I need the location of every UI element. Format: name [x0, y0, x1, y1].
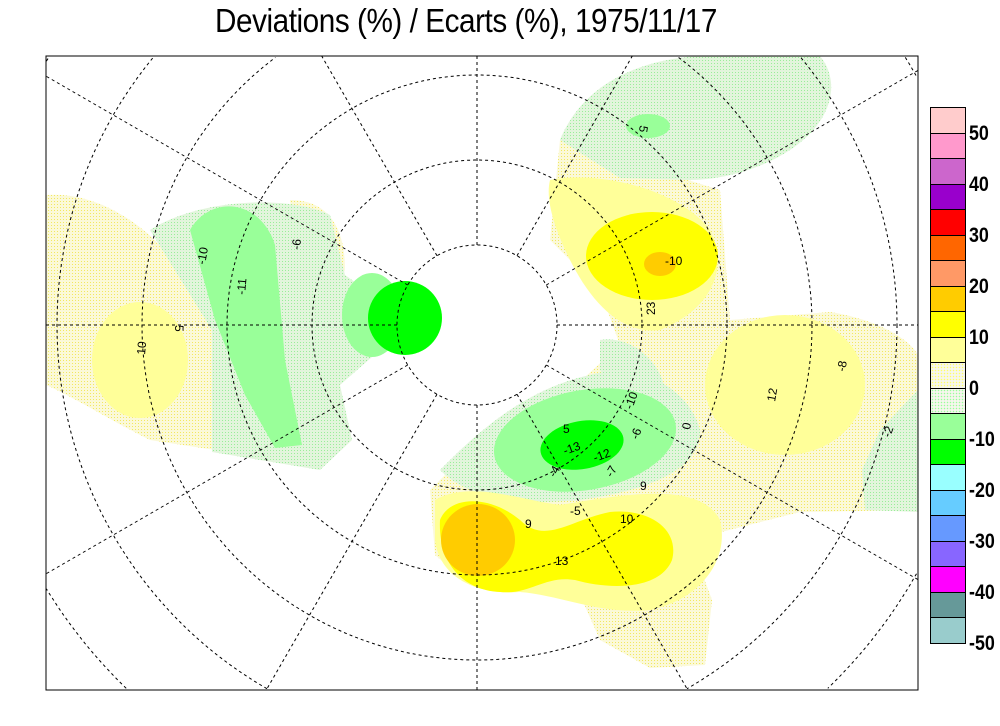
- latitude-circle: [141, 57, 813, 661]
- contour-label: 5: [172, 325, 186, 332]
- legend-swatch: [931, 516, 965, 542]
- legend-swatch: [931, 159, 965, 185]
- map-title: Deviations (%) / Ecarts (%), 1975/11/17: [215, 2, 717, 39]
- legend-swatch: [931, 490, 965, 516]
- legend-swatch: [931, 618, 965, 643]
- color-legend: [930, 107, 966, 644]
- contour-label: -10: [665, 254, 683, 268]
- legend-label: 40: [969, 172, 989, 196]
- legend-label: -30: [969, 529, 995, 553]
- contour-label: 10: [620, 512, 634, 526]
- region-20-plus-europe: [441, 504, 515, 576]
- meridian-line: [46, 364, 408, 575]
- contour-label: 9: [525, 517, 532, 531]
- meridian-line: [321, 56, 438, 256]
- legend-swatch: [931, 235, 965, 261]
- legend-label: -20: [969, 478, 995, 502]
- graticule: [46, 56, 918, 690]
- contour-label: -10: [622, 390, 641, 411]
- region-5-to-10-america: [92, 302, 188, 418]
- meridian-line: [265, 394, 438, 690]
- region-below-minus10-greenland: [368, 281, 442, 355]
- region-5-to-10-asia: [705, 315, 865, 455]
- contour-label: 12: [764, 387, 780, 403]
- legend-label: -10: [969, 427, 995, 451]
- contour-label: 13: [555, 554, 569, 568]
- legend-swatch: [931, 541, 965, 567]
- contour-label: 0: [679, 421, 694, 430]
- legend-label: 10: [969, 325, 989, 349]
- legend-label: 20: [969, 274, 989, 298]
- region-minus5-to-0-asia: [862, 390, 918, 512]
- region-minus10-to-minus5-canada: [190, 206, 302, 448]
- legend-swatch: [931, 286, 965, 312]
- meridian-line: [516, 394, 689, 690]
- legend-swatch: [931, 363, 965, 389]
- legend-swatch: [931, 439, 965, 465]
- contour-label: 10: [134, 340, 149, 355]
- contour-label: 5: [563, 422, 570, 436]
- legend-swatch: [931, 414, 965, 440]
- region-minus5-to-0-siberia: [560, 56, 832, 180]
- legend-swatch: [931, 388, 965, 414]
- region-minus10-to-minus5-siberia: [626, 114, 670, 138]
- legend-label: 50: [969, 121, 989, 145]
- contour-label: -5: [570, 504, 581, 518]
- contour-label: 9: [640, 479, 647, 493]
- legend-swatch: [931, 261, 965, 287]
- legend-swatch: [931, 108, 965, 134]
- legend-swatch: [931, 312, 965, 338]
- legend-label: 0: [969, 376, 979, 400]
- legend-label: -50: [969, 631, 995, 655]
- contour-label: -13: [561, 439, 582, 458]
- region-minus5-to-0-arctic: [600, 339, 665, 400]
- region-below-minus10-scandinavia: [540, 420, 624, 470]
- legend-swatch: [931, 592, 965, 618]
- legend-label: 30: [969, 223, 989, 247]
- latitude-circle: [56, 57, 898, 690]
- legend-swatch: [931, 210, 965, 236]
- contour-label: 5: [636, 124, 651, 133]
- legend-label: -40: [969, 580, 995, 604]
- contour-label: -8: [834, 359, 850, 372]
- legend-swatch: [931, 184, 965, 210]
- contour-label: -11: [234, 277, 249, 295]
- legend-swatch: [931, 337, 965, 363]
- contour-label: -2: [880, 424, 897, 439]
- contour-label: 23: [644, 301, 658, 315]
- latitude-circle: [46, 57, 917, 689]
- legend-swatch: [931, 465, 965, 491]
- meridian-line: [46, 75, 408, 286]
- contour-label: -6: [289, 238, 304, 250]
- region-20-plus-siberia: [644, 252, 676, 276]
- contour-label: -10: [194, 246, 211, 266]
- legend-swatch: [931, 567, 965, 593]
- legend-swatch: [931, 133, 965, 159]
- contour-label: -6: [628, 426, 645, 441]
- meridian-line: [516, 56, 633, 256]
- contour-label: -12: [591, 446, 612, 465]
